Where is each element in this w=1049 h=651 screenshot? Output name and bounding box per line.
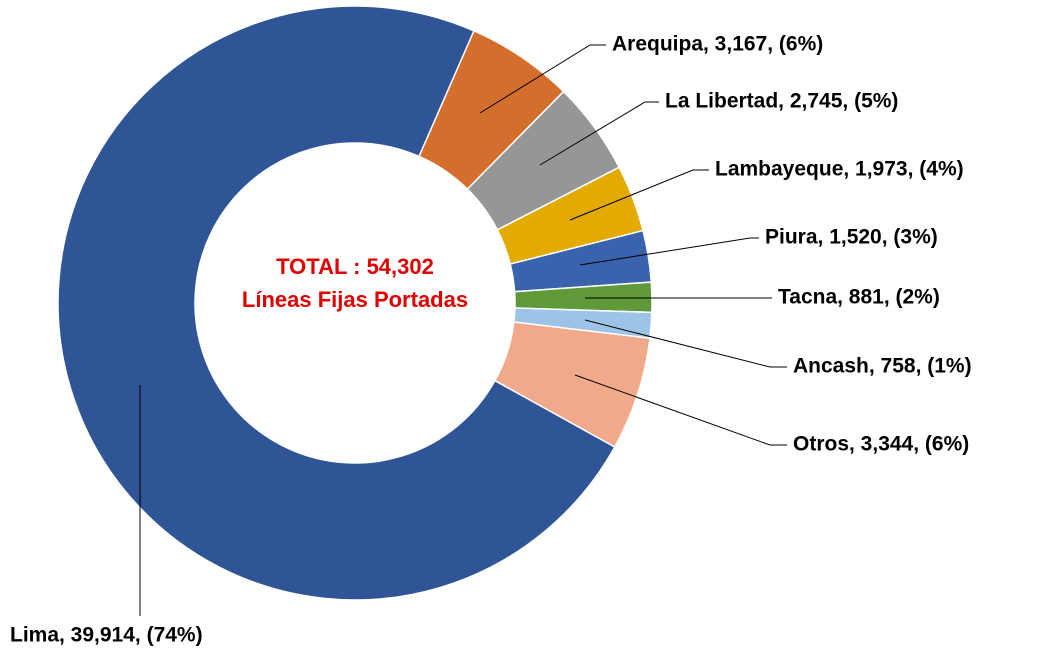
data-label: Piura, 1,520, (3%) [765,226,938,249]
data-label: Otros, 3,344, (6%) [793,433,969,456]
slice [57,5,616,601]
leader-line [539,101,659,166]
center-caption: Líneas Fijas Portadas [242,287,468,312]
leader-line [584,319,787,368]
data-label: Tacna, 881, (2%) [778,286,940,309]
data-label: Lambayeque, 1,973, (4%) [715,158,964,181]
leader-line [579,237,759,266]
data-label: Lima, 39,914, (74%) [10,624,203,647]
leader-line [479,44,606,114]
center-total: TOTAL : 54,302 [276,254,434,279]
leader-line [569,169,709,221]
data-label: La Libertad, 2,745, (5%) [665,90,898,113]
data-label: Arequipa, 3,167, (6%) [612,33,823,56]
slice [493,321,651,449]
data-label: Ancash, 758, (1%) [793,355,972,378]
leader-line [574,374,787,446]
